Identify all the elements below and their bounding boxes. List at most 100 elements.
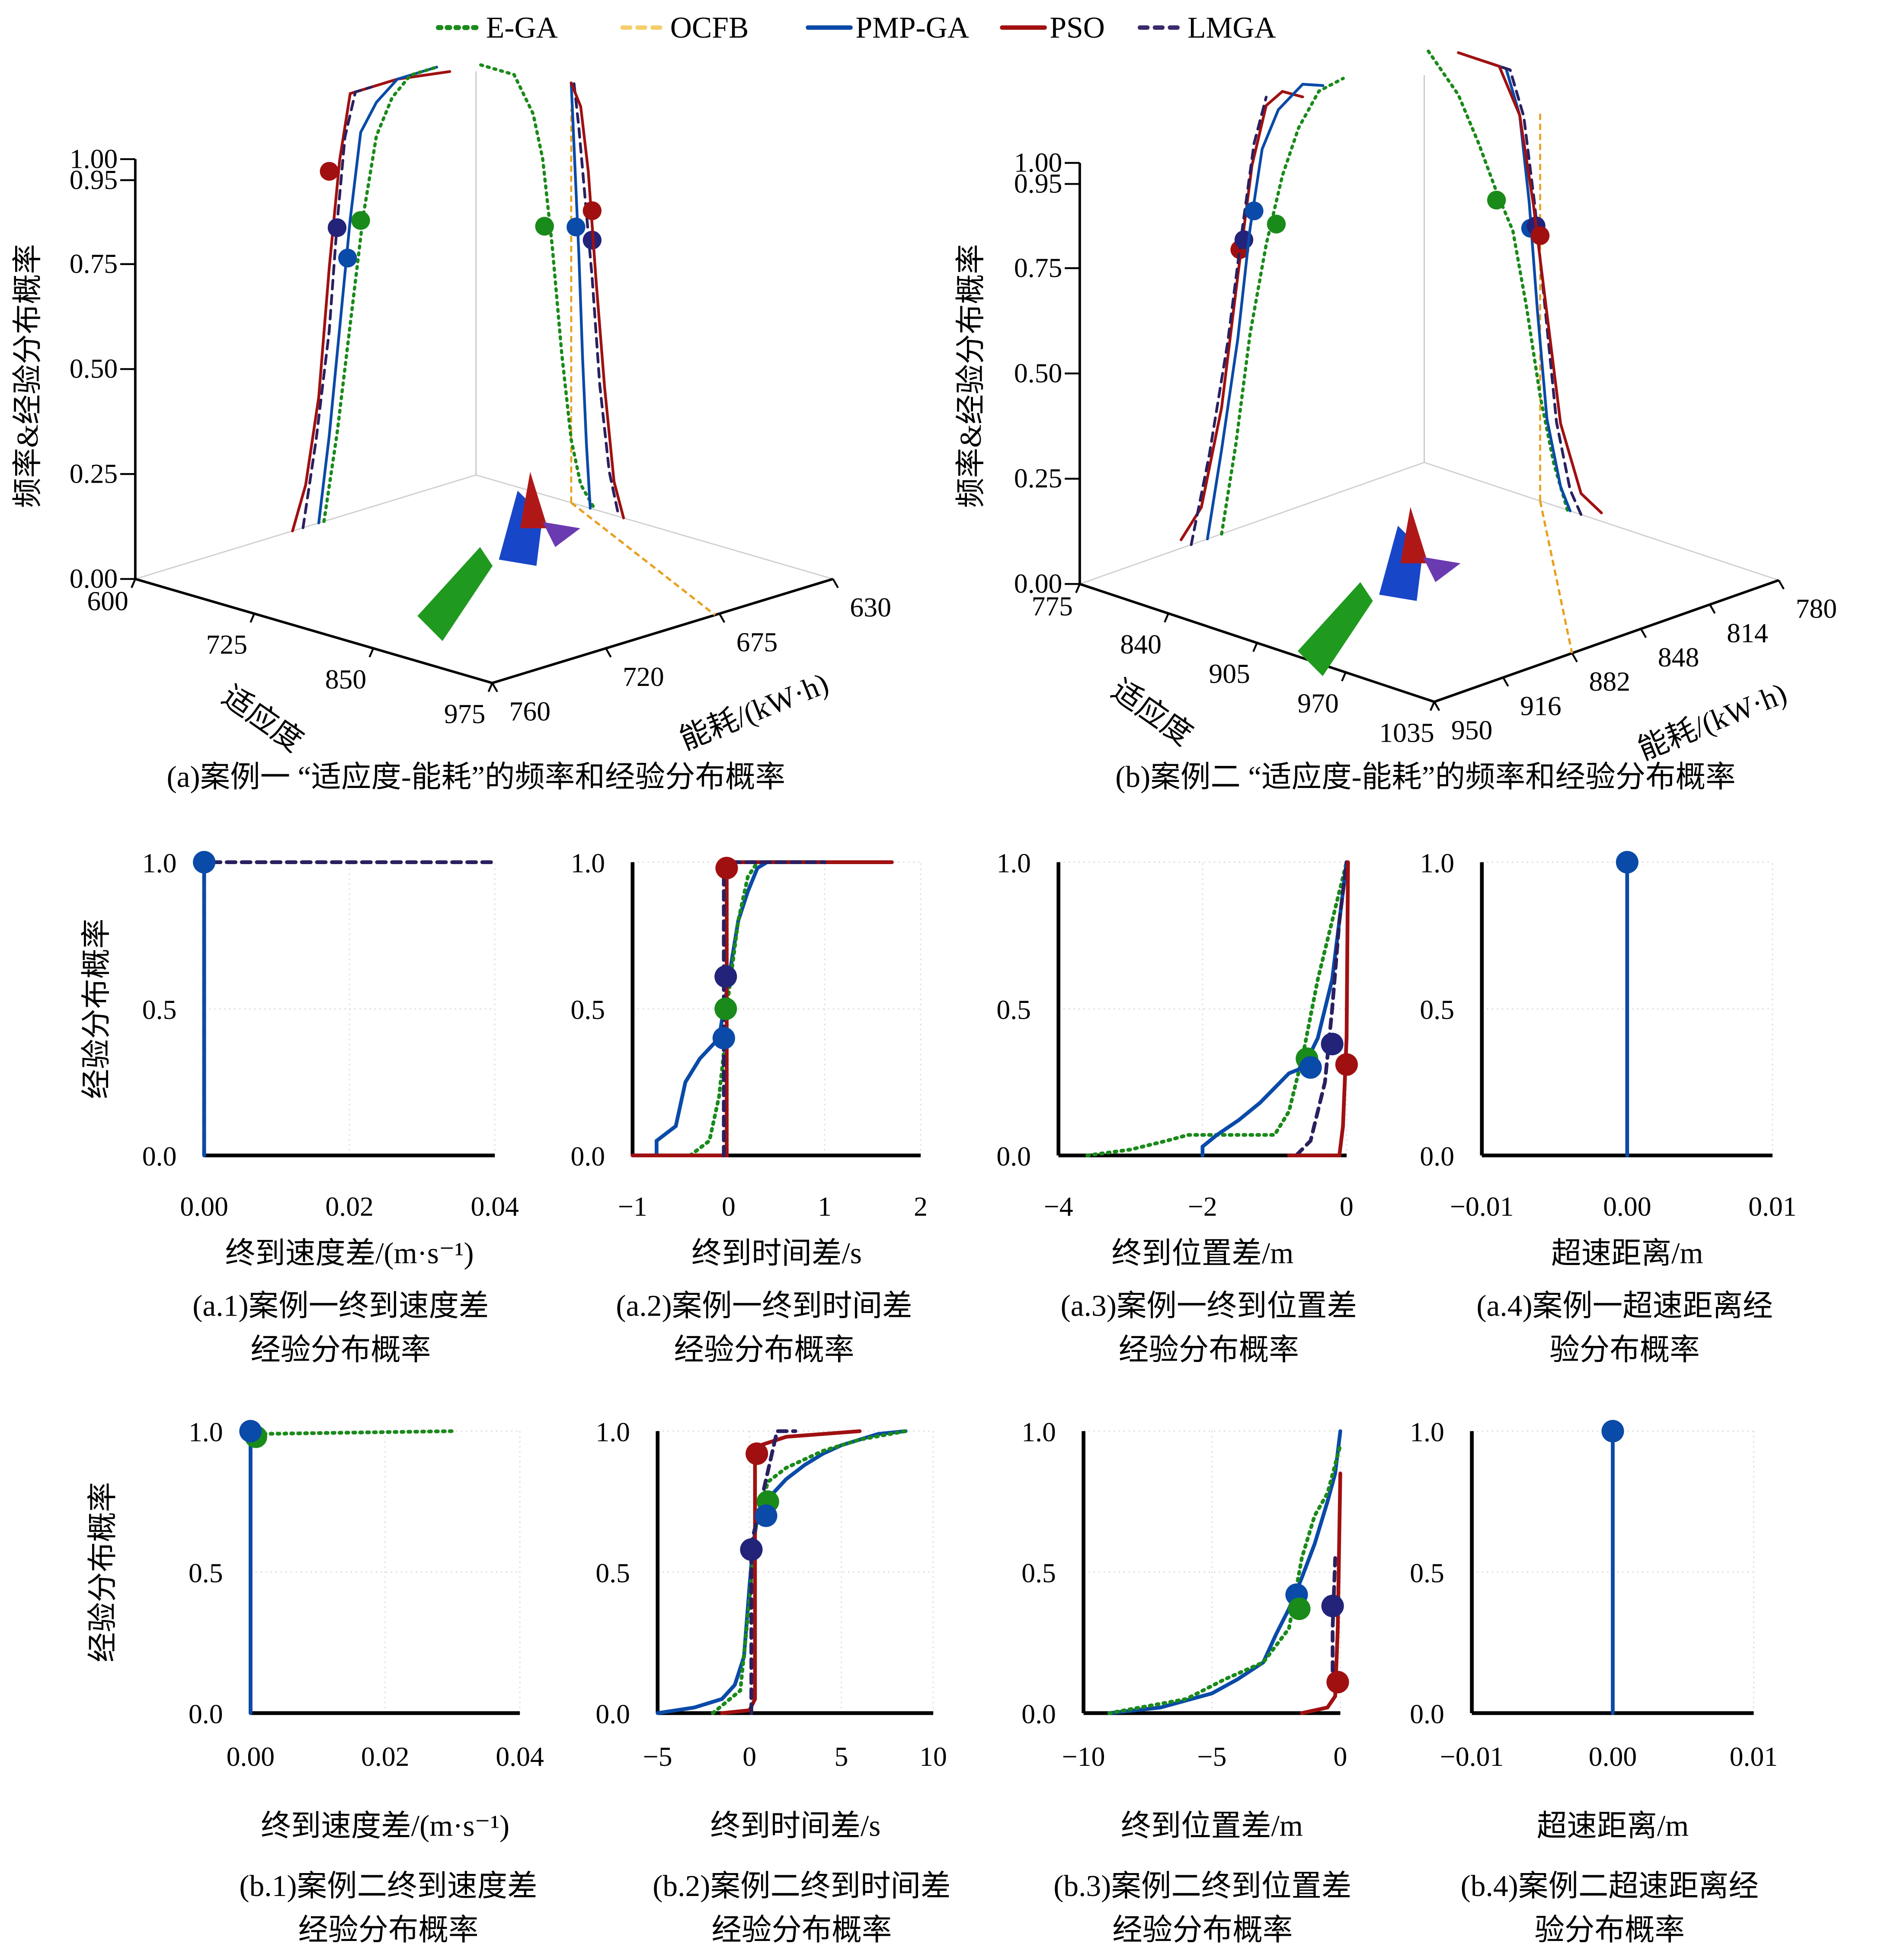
z-tick-label: 0.75 xyxy=(1014,252,1062,283)
surface-lmga xyxy=(542,522,580,547)
marker-pmp-ga xyxy=(239,1420,262,1443)
z-tick-label: 0.75 xyxy=(70,248,118,279)
energy-ecdf-e-ga xyxy=(322,65,438,523)
chart-a4: 0.0 0.5 1.0 −0.01 0.00 0.01 超速距离/m (a.4)案例一超速距离… xyxy=(1420,848,1796,1367)
surface-lmga xyxy=(1423,557,1461,583)
chart-b1: 0.0 0.5 1.0 0.00 0.02 0.04 终到速度差/(m·s⁻¹) 经验分布概率… xyxy=(86,1416,544,1947)
y-tick-label: 0.5 xyxy=(1410,1557,1444,1588)
chart-b4: 0.0 0.5 1.0 −0.01 0.00 0.01 超速距离/m (b.4)案例二超速距离… xyxy=(1410,1416,1778,1947)
y-tick-label: 0.0 xyxy=(570,1141,605,1172)
x-tick-label: −4 xyxy=(1044,1191,1073,1222)
chart-caption-line-1: (a.3)案例一终到位置差 xyxy=(1061,1290,1357,1323)
marker-pmp-ga xyxy=(755,1504,778,1527)
y-tick-label: 1.0 xyxy=(1021,1416,1056,1447)
x-tick-label: 0.04 xyxy=(496,1741,544,1772)
fitness-marker-e-ga xyxy=(1487,190,1506,210)
chart-caption-line-2: 经验分布概率 xyxy=(298,1914,478,1947)
series-lmga xyxy=(1331,1556,1337,1673)
fitness-axis-label: 适应度 xyxy=(216,679,309,759)
legend: E-GA OCFB PMP-GA PSO LMGA xyxy=(436,11,1276,45)
x-tick-label: 0.01 xyxy=(1730,1741,1778,1772)
x-tick-label: −2 xyxy=(1188,1191,1217,1222)
energy-tick xyxy=(1433,701,1440,711)
floor-grid-line xyxy=(1424,461,1779,581)
energy-tick xyxy=(832,578,839,589)
y-tick-label: 0.5 xyxy=(996,994,1031,1025)
x-tick-label: 0.02 xyxy=(325,1191,373,1222)
z-tick-label: 0.25 xyxy=(1014,463,1062,493)
marker-pso xyxy=(746,1442,768,1465)
energy-marker-pso xyxy=(320,162,339,181)
series-pso xyxy=(630,860,894,1158)
legend-label-pmp-ga: PMP-GA xyxy=(855,11,969,45)
energy-tick xyxy=(1709,604,1716,614)
floor-grid-line xyxy=(1079,461,1425,585)
x-tick-label: 0 xyxy=(742,1741,756,1772)
x-tick-label: 0 xyxy=(722,1191,736,1222)
series-e-ga xyxy=(1085,860,1349,1158)
y-tick-label: 0.0 xyxy=(996,1141,1031,1172)
y-axis-label: 经验分布概率 xyxy=(86,1482,120,1662)
series-lmga xyxy=(749,1429,797,1715)
chart-caption-line-2: 经验分布概率 xyxy=(711,1914,892,1947)
series-pmp-ga xyxy=(1107,1429,1342,1715)
x-tick-label: 0.01 xyxy=(1748,1191,1796,1222)
energy-tick-label: 630 xyxy=(850,592,891,623)
y-tick-label: 0.0 xyxy=(189,1698,223,1729)
y-tick-label: 0.5 xyxy=(142,994,177,1025)
chart-caption-line-1: (b.2)案例二终到时间差 xyxy=(653,1870,950,1903)
series-pmp-ga xyxy=(1200,860,1349,1158)
energy-axis-label: 能耗/(kW·h) xyxy=(1633,677,1791,766)
ocfb-floor-line xyxy=(570,502,716,616)
legend-label-e-ga: E-GA xyxy=(486,11,558,45)
fitness-marker-pso xyxy=(582,201,602,220)
fitness-ecdf-e-ga xyxy=(479,63,597,512)
fitness-ecdf-pmp-ga xyxy=(1484,60,1572,512)
energy-tick xyxy=(605,647,612,658)
chart-caption-line-1: (a.1)案例一终到速度差 xyxy=(192,1290,489,1323)
y-tick-label: 1.0 xyxy=(595,1416,630,1447)
y-tick-label: 1.0 xyxy=(996,848,1031,878)
surface-pso xyxy=(1400,507,1428,564)
series-pso xyxy=(1287,860,1350,1158)
energy-marker-pmp-ga xyxy=(338,249,357,268)
energy-ecdf-lmga xyxy=(301,86,373,529)
x-tick-label: 0 xyxy=(1340,1191,1354,1222)
marker-lmga xyxy=(1321,1595,1344,1617)
marker-pmp-ga xyxy=(193,851,216,874)
fitness-tick-label: 975 xyxy=(444,698,486,729)
fitness-ecdf-pso xyxy=(1457,51,1603,515)
legend-label-ocfb: OCFB xyxy=(670,11,749,45)
energy-axis-line xyxy=(1434,579,1779,703)
y-tick-label: 0.5 xyxy=(595,1557,630,1588)
fitness-marker-pso xyxy=(1530,226,1550,245)
energy-ecdf-pso xyxy=(291,70,451,532)
fitness-tick xyxy=(131,578,136,588)
fitness-tick-label: 1035 xyxy=(1379,717,1434,748)
energy-ecdf-pmp-ga xyxy=(317,66,438,525)
energy-tick-label: 814 xyxy=(1727,618,1768,648)
y-tick-label: 1.0 xyxy=(142,848,177,878)
energy-ecdf-pmp-ga xyxy=(1206,83,1325,541)
x-tick-label: 0.00 xyxy=(180,1191,228,1222)
chart-caption: (b)案例二 “适应度-能耗”的频率和经验分布概率 xyxy=(1115,761,1735,794)
marker-lmga xyxy=(1321,1032,1344,1056)
marker-pmp-ga xyxy=(1616,851,1638,874)
y-tick-label: 0.5 xyxy=(570,994,605,1025)
y-tick-label: 0.0 xyxy=(1021,1698,1056,1729)
x-tick-label: −1 xyxy=(618,1191,647,1222)
fitness-tick-label: 775 xyxy=(1031,591,1073,621)
z-tick-label: 0.50 xyxy=(70,353,118,384)
energy-tick-label: 848 xyxy=(1658,642,1699,673)
y-tick-label: 0.5 xyxy=(1021,1557,1056,1588)
x-tick-label: 2 xyxy=(914,1191,928,1222)
y-tick-label: 0.0 xyxy=(595,1698,630,1729)
y-tick-label: 1.0 xyxy=(1420,848,1454,878)
floor-grid-line xyxy=(135,474,477,580)
chart-caption-line-2: 经验分布概率 xyxy=(1119,1333,1299,1367)
series-e-ga xyxy=(1107,1443,1342,1715)
marker-pso xyxy=(715,857,738,880)
y-tick-label: 0.0 xyxy=(1420,1141,1454,1172)
